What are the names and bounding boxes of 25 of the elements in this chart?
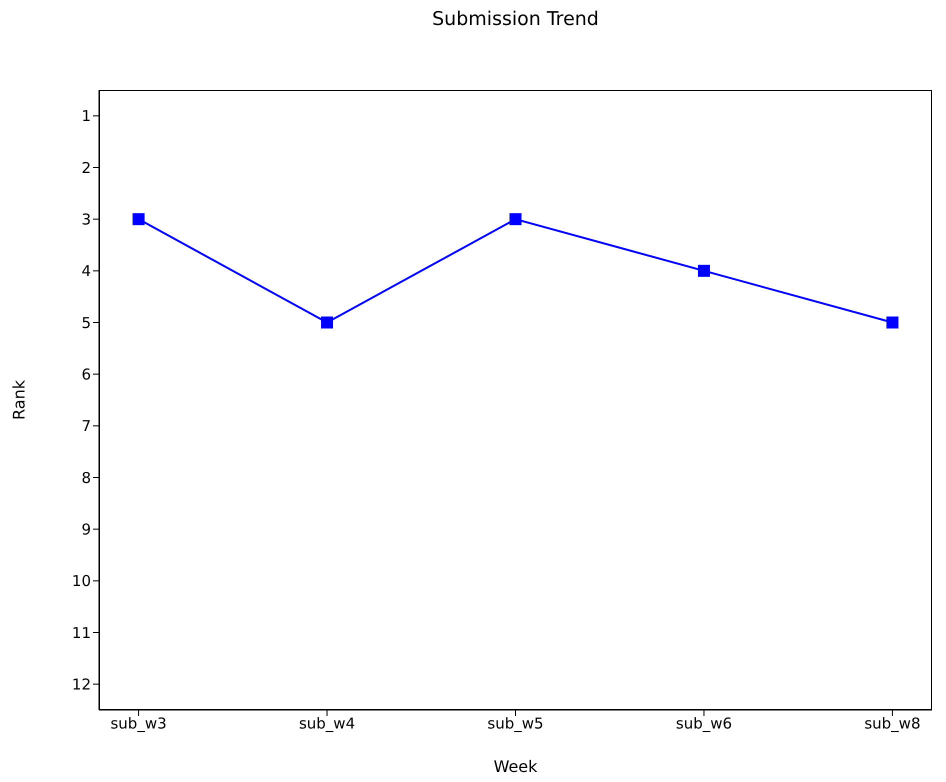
y-tick-label: 2: [81, 158, 91, 177]
y-tick-label: 1: [81, 107, 91, 126]
point: [132, 213, 145, 226]
y-tick-label: 11: [72, 624, 91, 642]
x-tick-label: sub_w4: [298, 714, 356, 733]
y-tick-label: 5: [81, 314, 91, 332]
point: [510, 213, 522, 226]
x-axis-title: Week: [494, 757, 538, 776]
point: [698, 264, 710, 277]
chart-title: Submission Trend: [431, 8, 600, 30]
y-tick-label: 10: [72, 572, 91, 590]
y-tick-label: 7: [81, 417, 91, 436]
point: [886, 316, 898, 328]
y-tick-label: 9: [81, 520, 91, 538]
x-tick-label: sub_w3: [110, 714, 167, 733]
x-tick-label: sub_w5: [487, 714, 544, 733]
y-tick-label: 8: [81, 468, 91, 487]
y-tick-label: 6: [81, 365, 91, 384]
x-tick-label: sub_w6: [676, 714, 732, 733]
y-axis-title: Rank: [10, 379, 29, 420]
y-tick-label: 3: [81, 210, 91, 228]
point: [321, 316, 334, 328]
x-tick-label: sub_w8: [864, 714, 920, 733]
y-tick-label: 4: [81, 262, 91, 280]
y-tick-label: 12: [72, 675, 91, 694]
